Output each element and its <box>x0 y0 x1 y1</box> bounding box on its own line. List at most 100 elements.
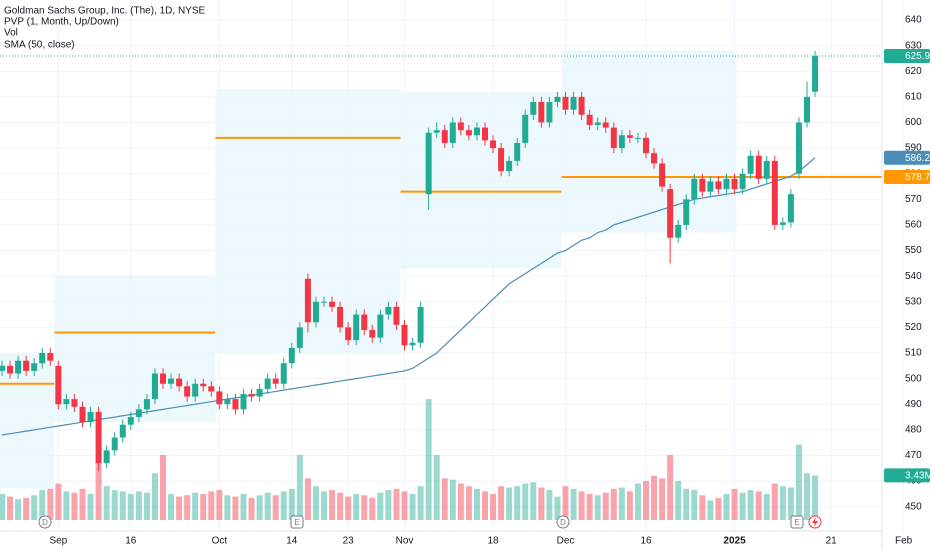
volume-bar <box>95 461 102 520</box>
indicator-label: Vol <box>4 28 18 39</box>
value-area <box>0 353 55 489</box>
volume-bar <box>449 479 456 520</box>
volume-bar <box>594 495 601 520</box>
candle-body <box>417 306 424 343</box>
event-icon[interactable] <box>808 515 822 529</box>
y-tick-label: 520 <box>905 322 922 333</box>
volume-bar <box>779 486 786 520</box>
event-icon[interactable]: D <box>38 515 52 529</box>
volume-bar <box>490 494 497 520</box>
x-tick-label: Feb <box>895 536 913 547</box>
candle-body <box>755 155 762 179</box>
x-tick-label: 23 <box>343 536 355 547</box>
candle-body <box>385 306 392 315</box>
y-tick-label: 640 <box>905 15 922 26</box>
y-tick-label: 540 <box>905 271 922 282</box>
candle-body <box>248 393 255 397</box>
volume-bar <box>23 497 30 520</box>
candle-body <box>643 137 649 154</box>
volume-bar <box>385 490 392 520</box>
volume-bar <box>256 495 263 520</box>
y-tick-label: 630 <box>905 40 922 51</box>
volume-bar <box>224 495 231 520</box>
volume-bar <box>151 473 158 520</box>
y-tick-label: 600 <box>905 117 922 128</box>
candle-body <box>321 301 327 303</box>
volume-bar <box>538 487 545 520</box>
candle-body <box>425 132 432 195</box>
candle-body <box>457 122 464 131</box>
candle-body <box>337 306 344 328</box>
volume-bar <box>184 495 191 520</box>
candle-body <box>369 329 376 338</box>
volume-bar <box>812 475 819 520</box>
candle-body <box>506 160 513 172</box>
volume-bar <box>659 478 666 520</box>
candle-body <box>79 406 86 423</box>
candle-body <box>634 137 641 139</box>
candle-body <box>691 178 698 200</box>
volume-bar <box>578 491 585 520</box>
event-icon[interactable]: E <box>290 515 304 529</box>
candle-body <box>409 342 416 346</box>
x-tick-label: 14 <box>286 536 298 547</box>
volume-bar <box>473 488 480 520</box>
volume-bar <box>393 488 400 520</box>
candle-body <box>240 393 247 410</box>
candle-body <box>715 181 722 190</box>
value-area <box>400 91 562 269</box>
candle-body <box>602 122 609 128</box>
volume-bar <box>168 494 175 520</box>
candle-body <box>143 399 150 410</box>
volume-bar <box>514 486 521 520</box>
volume-bar <box>425 399 432 520</box>
candle-body <box>312 301 319 323</box>
x-tick-label: 2025 <box>723 536 746 547</box>
svg-text:D: D <box>560 518 566 527</box>
candle-body <box>103 450 110 464</box>
sma-price-label: 586.25 <box>905 153 932 164</box>
candle-body <box>498 148 505 172</box>
candle-body <box>779 222 786 225</box>
event-icon[interactable]: E <box>790 515 804 529</box>
y-tick-label: 470 <box>905 450 922 461</box>
volume-bar <box>47 488 54 520</box>
volume-bar <box>691 490 698 520</box>
candle-body <box>280 363 287 384</box>
y-tick-label: 500 <box>905 373 922 384</box>
candle-body <box>192 383 199 397</box>
svg-text:E: E <box>794 518 799 527</box>
x-tick-label: 16 <box>125 536 137 547</box>
candle-body <box>377 314 384 338</box>
candle-body <box>771 160 778 225</box>
candle-body <box>473 127 480 136</box>
y-tick-label: 510 <box>905 348 922 359</box>
volume-bar <box>795 444 802 520</box>
volume-bar <box>232 496 239 520</box>
candle-body <box>546 101 553 123</box>
volume-bar <box>683 488 690 520</box>
volume-bar <box>272 495 279 520</box>
candle-body <box>39 353 46 364</box>
candle-body <box>95 411 102 464</box>
volume-bar <box>248 497 255 520</box>
candle-body <box>530 101 537 115</box>
y-tick-label: 590 <box>905 143 922 154</box>
candle-body <box>288 347 295 364</box>
event-icon[interactable]: D <box>556 515 570 529</box>
volume-bar <box>87 494 94 520</box>
volume-bar <box>321 491 327 520</box>
candle-body <box>618 135 625 149</box>
candle-body <box>31 363 38 371</box>
volume-bar <box>667 455 674 520</box>
y-tick-label: 530 <box>905 296 922 307</box>
candle-body <box>151 373 158 400</box>
candle-body <box>7 365 14 374</box>
sma-price-label-box <box>884 150 930 165</box>
volume-bar <box>208 491 215 520</box>
indicator-label: SMA (50, close) <box>4 40 75 51</box>
y-tick-label: 560 <box>905 220 922 231</box>
volume-bar <box>0 494 5 520</box>
volume-bar <box>586 494 593 520</box>
